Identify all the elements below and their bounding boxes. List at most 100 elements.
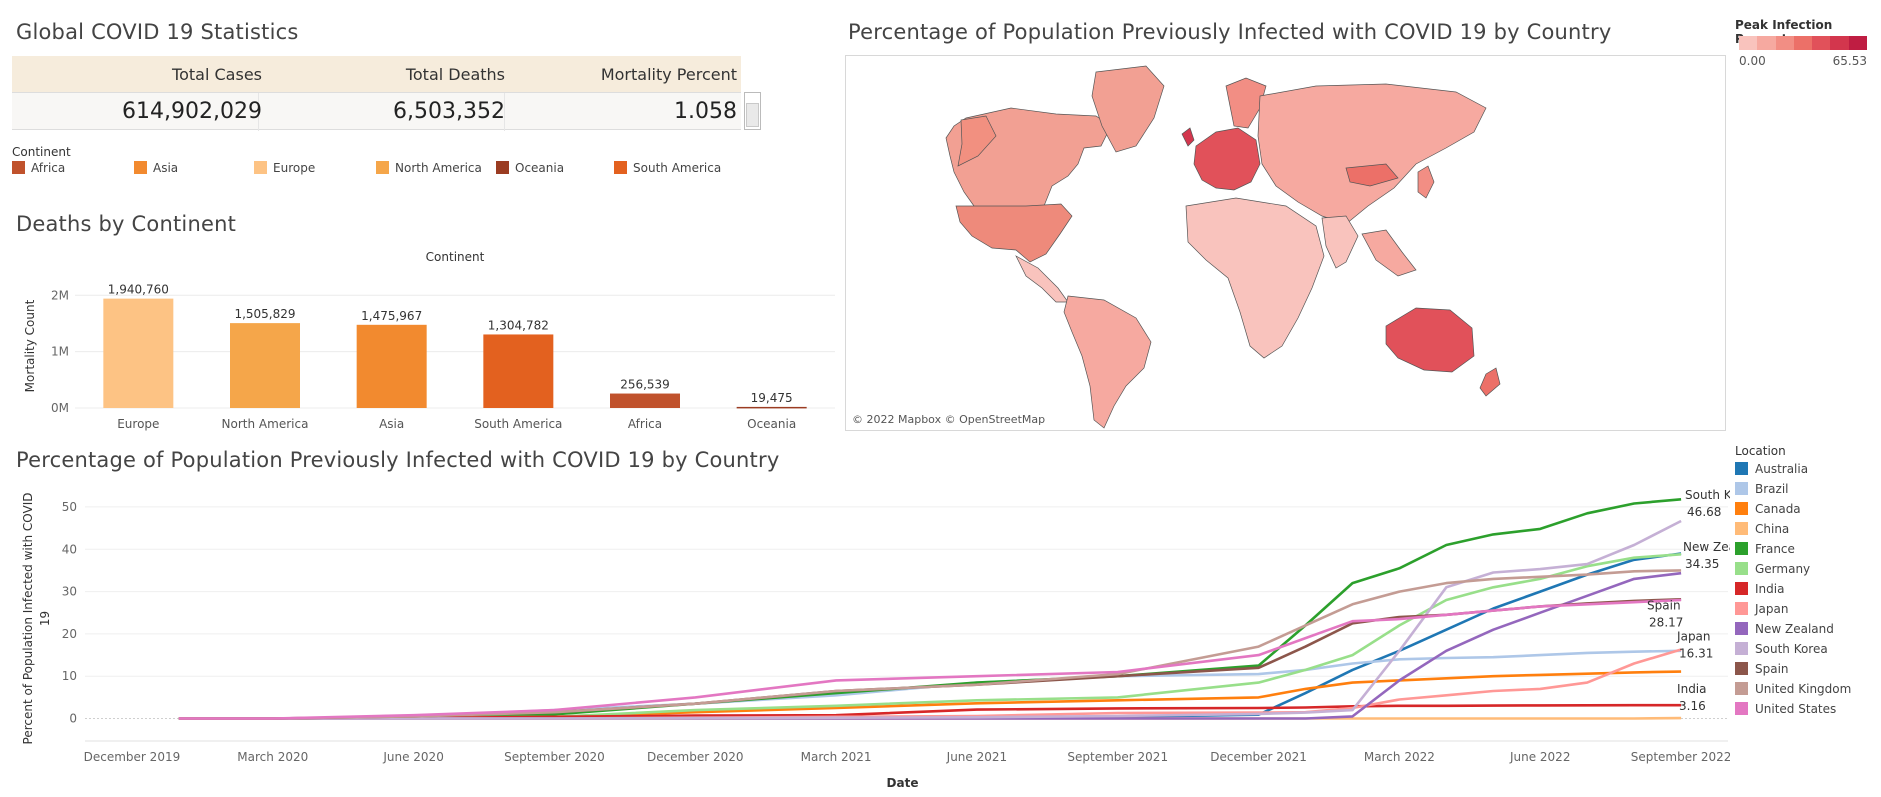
map-title: Percentage of Population Previously Infe…	[848, 20, 1612, 44]
location-legend-item[interactable]: Canada	[1735, 502, 1880, 522]
legend-label: Europe	[273, 161, 316, 175]
legend-swatch	[376, 161, 389, 174]
bar-category-label: South America	[474, 417, 562, 431]
line-y-tick-label: 20	[62, 627, 77, 641]
bar-y-tick-label: 1M	[51, 345, 69, 359]
location-legend-item[interactable]: Japan	[1735, 602, 1880, 622]
map-japan[interactable]	[1417, 165, 1435, 199]
continent-legend-item[interactable]: South America	[614, 161, 721, 179]
location-legend-item[interactable]: Australia	[1735, 462, 1880, 482]
end-label-name: South Korea	[1685, 488, 1730, 502]
location-legend-item[interactable]: China	[1735, 522, 1880, 542]
scrollbar-thumb[interactable]	[746, 103, 759, 127]
legend-swatch	[12, 161, 25, 174]
location-legend-item[interactable]: Spain	[1735, 662, 1880, 682]
legend-swatch	[134, 161, 147, 174]
legend-swatch	[1735, 502, 1748, 515]
map-attribution[interactable]: © 2022 Mapbox © OpenStreetMap	[852, 413, 1046, 426]
location-legend-item[interactable]: New Zealand	[1735, 622, 1880, 642]
map-india[interactable]	[1321, 215, 1359, 269]
bar-y-axis-label: Mortality Count	[23, 299, 37, 392]
map-asia[interactable]	[1257, 83, 1487, 225]
series-line[interactable]	[178, 598, 1682, 720]
location-legend-item[interactable]: South Korea	[1735, 642, 1880, 662]
line-y-tick-label: 0	[69, 712, 77, 726]
continent-legend-item[interactable]: Europe	[254, 161, 315, 179]
map-southeast-asia[interactable]	[1361, 229, 1417, 277]
end-label-name: India	[1677, 682, 1706, 696]
peak-legend-step	[1739, 36, 1758, 50]
bar[interactable]	[736, 406, 807, 409]
line-x-tick-label: September 2022	[1631, 750, 1730, 764]
bar-value-label: 1,505,829	[234, 307, 295, 321]
location-legend-item[interactable]: France	[1735, 542, 1880, 562]
series-line[interactable]	[178, 519, 1682, 720]
map-uk[interactable]	[1181, 127, 1195, 147]
bar[interactable]	[103, 298, 174, 408]
peak-legend-gradient	[1739, 36, 1867, 50]
bar-value-label: 1,940,760	[108, 283, 169, 297]
continent-legend-item[interactable]: North America	[376, 161, 482, 179]
map-alaska[interactable]	[957, 115, 997, 167]
legend-label: France	[1755, 542, 1795, 556]
location-legend-item[interactable]: Germany	[1735, 562, 1880, 582]
map-europe[interactable]	[1193, 127, 1261, 191]
legend-label: South Korea	[1755, 642, 1828, 656]
bar[interactable]	[483, 334, 554, 408]
continent-legend-item[interactable]: Oceania	[496, 161, 564, 179]
line-x-tick-label: December 2020	[647, 750, 744, 764]
map-new-zealand[interactable]	[1479, 367, 1501, 397]
map-australia[interactable]	[1385, 307, 1475, 373]
bar[interactable]	[610, 393, 680, 408]
legend-swatch	[614, 161, 627, 174]
location-legend-item[interactable]: Brazil	[1735, 482, 1880, 502]
bar[interactable]	[356, 324, 427, 408]
peak-legend-max: 65.53	[1832, 54, 1867, 68]
bar[interactable]	[230, 323, 300, 408]
map-scandinavia[interactable]	[1225, 77, 1267, 129]
map-south-america[interactable]	[1063, 295, 1152, 429]
line-x-tick-label: June 2021	[946, 750, 1008, 764]
map-usa[interactable]	[955, 203, 1073, 263]
series-line[interactable]	[178, 703, 1682, 720]
world-map[interactable]: © 2022 Mapbox © OpenStreetMap	[845, 55, 1726, 431]
map-africa[interactable]	[1185, 197, 1325, 359]
end-label-value: 3.16	[1679, 699, 1706, 713]
map-greenland[interactable]	[1091, 65, 1165, 153]
location-legend-item[interactable]: India	[1735, 582, 1880, 602]
series-line[interactable]	[178, 569, 1682, 720]
line-x-tick-label: September 2020	[504, 750, 605, 764]
series-line[interactable]	[178, 648, 1682, 720]
stats-divider	[504, 93, 505, 131]
series-line[interactable]	[178, 571, 1682, 720]
line-x-tick-label: March 2020	[237, 750, 308, 764]
line-y-tick-label: 50	[62, 500, 77, 514]
legend-swatch	[496, 161, 509, 174]
bar-category-label: North America	[222, 417, 309, 431]
line-x-tick-label: March 2021	[801, 750, 872, 764]
legend-label: Australia	[1755, 462, 1809, 476]
stats-scrollbar[interactable]	[744, 92, 761, 130]
map-central-america[interactable]	[1015, 255, 1069, 303]
line-chart-title: Percentage of Population Previously Infe…	[16, 448, 780, 472]
location-legend-item[interactable]: United States	[1735, 702, 1880, 722]
stats-title: Global COVID 19 Statistics	[16, 20, 299, 44]
stats-table: Total Cases Total Deaths Mortality Perce…	[12, 56, 741, 131]
legend-swatch	[1735, 582, 1748, 595]
series-line[interactable]	[178, 649, 1682, 720]
peak-legend-step	[1830, 36, 1849, 50]
location-legend-item[interactable]: United Kingdom	[1735, 682, 1880, 702]
map-mongolia[interactable]	[1345, 163, 1399, 187]
total-deaths-header: Total Deaths	[405, 65, 505, 84]
end-label-value: 46.68	[1687, 505, 1721, 519]
continent-legend-item[interactable]: Asia	[134, 161, 178, 179]
peak-infection-legend: Peak Infection Percent 0.00 65.53	[1735, 18, 1875, 70]
end-label-value: 28.17	[1649, 615, 1683, 629]
end-label-name: New Zealand	[1683, 540, 1730, 554]
legend-swatch	[1735, 642, 1748, 655]
continent-legend-item[interactable]: Africa	[12, 161, 65, 179]
legend-label: China	[1755, 522, 1790, 536]
legend-label: Oceania	[515, 161, 565, 175]
line-x-tick-label: September 2021	[1067, 750, 1168, 764]
end-label-value: 16.31	[1679, 647, 1713, 661]
